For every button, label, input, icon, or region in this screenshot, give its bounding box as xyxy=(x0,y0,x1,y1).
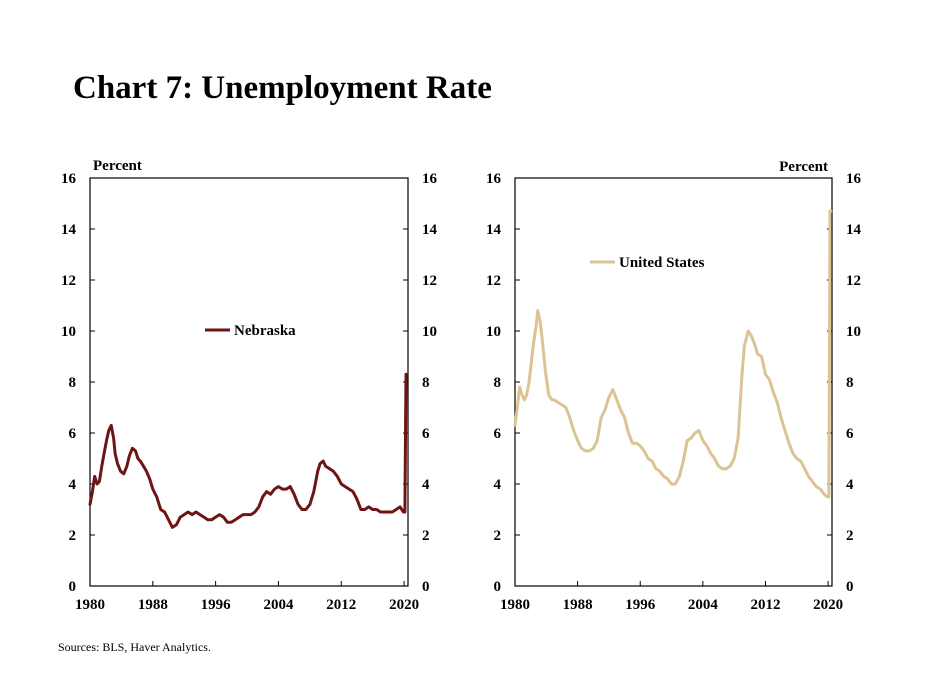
y-tick-label-left: 2 xyxy=(494,528,502,544)
x-tick-label: 2012 xyxy=(326,597,356,613)
y-tick-label-right: 0 xyxy=(846,579,854,595)
y-tick-label-right: 4 xyxy=(846,477,854,493)
unit-label: Percent xyxy=(93,158,142,174)
y-tick-label-right: 14 xyxy=(422,222,438,238)
nebraska-chart: 0 0 2 2 4 4 6 6 8 8 10 10 12 12 14 14 16 16 1980 1988 1996 20… xyxy=(61,158,438,613)
y-tick-label-left: 4 xyxy=(494,477,502,493)
y-tick-label-left: 6 xyxy=(69,426,77,442)
y-tick-label-left: 2 xyxy=(69,528,77,544)
y-tick-label-right: 4 xyxy=(422,477,430,493)
x-tick-label: 2012 xyxy=(750,597,780,613)
unit-label: Percent xyxy=(779,159,828,175)
y-tick-label-left: 10 xyxy=(61,324,76,340)
y-tick-label-right: 8 xyxy=(846,375,854,391)
y-tick-label-right: 0 xyxy=(422,579,430,595)
y-tick-label-left: 4 xyxy=(69,477,77,493)
legend-label: Nebraska xyxy=(234,323,296,339)
y-tick-label-right: 12 xyxy=(846,273,861,289)
plot-frame xyxy=(89,177,409,587)
y-tick-label-right: 12 xyxy=(422,273,437,289)
y-tick-label-right: 6 xyxy=(422,426,430,442)
x-tick-label: 2020 xyxy=(389,597,419,613)
y-tick-label-right: 2 xyxy=(422,528,430,544)
x-tick-label: 2020 xyxy=(813,597,843,613)
y-tick-label-left: 0 xyxy=(494,579,502,595)
y-tick-label-right: 16 xyxy=(422,171,438,187)
y-tick-label-right: 14 xyxy=(846,222,862,238)
y-tick-label-left: 0 xyxy=(69,579,77,595)
y-tick-label-right: 6 xyxy=(846,426,854,442)
y-tick-label-left: 6 xyxy=(494,426,502,442)
y-tick-label-right: 16 xyxy=(846,171,862,187)
x-tick-label: 1996 xyxy=(201,597,232,613)
y-tick-label-right: 10 xyxy=(422,324,437,340)
y-tick-label-left: 16 xyxy=(486,171,502,187)
x-tick-label: 2004 xyxy=(688,597,719,613)
y-tick-label-left: 8 xyxy=(69,375,77,391)
y-tick-label-right: 10 xyxy=(846,324,861,340)
y-tick-label-right: 8 xyxy=(422,375,430,391)
series-line-united-states xyxy=(513,209,833,499)
y-tick-label-left: 16 xyxy=(61,171,77,187)
series-line-nebraska xyxy=(88,372,409,529)
x-tick-label: 1996 xyxy=(625,597,656,613)
y-tick-label-right: 2 xyxy=(846,528,854,544)
y-tick-label-left: 12 xyxy=(61,273,76,289)
y-tick-label-left: 8 xyxy=(494,375,502,391)
united-states-chart: 0 0 2 2 4 4 6 6 8 8 10 10 12 12 14 14 16 16 1980 1988 1996 20… xyxy=(486,159,862,613)
x-tick-label: 1988 xyxy=(563,597,593,613)
page-title: Chart 7: Unemployment Rate xyxy=(73,70,492,106)
x-tick-label: 1988 xyxy=(138,597,168,613)
y-tick-label-left: 10 xyxy=(486,324,501,340)
legend-label: United States xyxy=(619,255,705,271)
x-tick-label: 1980 xyxy=(500,597,530,613)
plot-frame xyxy=(514,177,833,587)
y-tick-label-left: 14 xyxy=(486,222,502,238)
y-tick-label-left: 14 xyxy=(61,222,77,238)
source-note: Sources: BLS, Haver Analytics. xyxy=(58,640,211,654)
x-tick-label: 2004 xyxy=(263,597,294,613)
x-tick-label: 1980 xyxy=(75,597,105,613)
y-tick-label-left: 12 xyxy=(486,273,501,289)
